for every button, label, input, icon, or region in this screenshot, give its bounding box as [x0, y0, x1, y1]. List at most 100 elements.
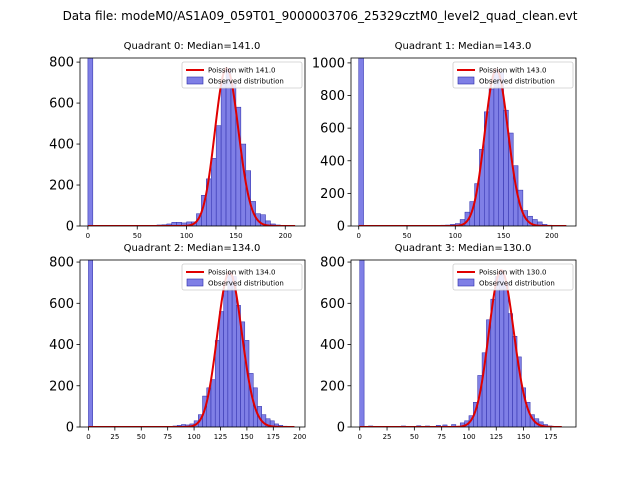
histogram-bar	[508, 313, 513, 427]
histogram-bar	[210, 379, 216, 427]
legend-bar-swatch	[457, 76, 475, 85]
x-tick-label: 125	[490, 433, 503, 441]
x-tick-label: 50	[403, 232, 412, 240]
legend-label-observed: Observed distribution	[208, 280, 284, 288]
quadrant-0-axes-frame	[79, 57, 306, 227]
x-tick-label: 100	[180, 232, 193, 240]
y-tick-label: 0	[337, 421, 345, 436]
x-tick-label: 200	[293, 433, 306, 441]
histogram-bar	[537, 221, 543, 226]
y-tick-label: 600	[49, 97, 74, 112]
x-tick-label: 0	[86, 433, 90, 441]
x-tick-label: 75	[163, 433, 172, 441]
y-tick-label: 0	[337, 220, 345, 235]
figure-title: Data file: modeM0/AS1A09_059T01_90000037…	[63, 9, 578, 23]
legend-label-observed: Observed distribution	[479, 280, 555, 288]
y-tick-label: 200	[320, 379, 345, 394]
quadrant-0-title: Quadrant 0: Median=141.0	[124, 41, 261, 52]
histogram-bar	[88, 260, 93, 427]
quadrant-2-axes-frame	[79, 259, 306, 428]
x-tick-label: 50	[133, 232, 142, 240]
legend-box	[181, 263, 303, 291]
y-tick-label: 600	[320, 122, 345, 137]
x-tick-label: 75	[437, 433, 446, 441]
histogram-bar	[219, 311, 224, 427]
quadrant-3-title: Quadrant 3: Median=130.0	[395, 243, 532, 254]
y-tick-label: 200	[49, 179, 74, 194]
quadrant-2-title: Quadrant 2: Median=134.0	[124, 243, 261, 254]
histogram-bar	[231, 276, 237, 427]
histogram-bar	[451, 424, 457, 427]
y-tick-label: 200	[49, 379, 74, 394]
quadrant-1-plot-area	[358, 58, 567, 226]
histogram-bar	[215, 125, 222, 226]
x-tick-label: 175	[267, 433, 280, 441]
y-tick-label: 0	[66, 220, 74, 235]
legend-box	[452, 61, 574, 89]
x-tick-label: 150	[497, 232, 510, 240]
poisson-fit-line	[87, 67, 296, 226]
x-tick-label: 0	[356, 232, 360, 240]
y-tick-label: 600	[320, 297, 345, 312]
y-tick-label: 200	[320, 187, 345, 202]
y-tick-label: 400	[320, 338, 345, 353]
y-tick-label: 400	[49, 338, 74, 353]
x-tick-label: 175	[544, 433, 557, 441]
x-tick-label: 100	[449, 232, 462, 240]
quadrant-3-legend: Poission with 130.0 Observed distribution	[452, 263, 574, 291]
x-tick-label: 200	[279, 232, 292, 240]
histogram-bar	[493, 69, 499, 226]
y-tick-label: 800	[49, 256, 74, 271]
y-tick-label: 800	[320, 256, 345, 271]
y-tick-label: 600	[49, 297, 74, 312]
quadrant-3-plot-area	[359, 260, 562, 427]
quadrant-2-panel: Quadrant 2: Median=134.0 0 200 400 600 800 0 2…	[49, 243, 306, 441]
poisson-fit-line	[359, 269, 562, 427]
x-tick-label: 50	[410, 433, 419, 441]
histogram-bar	[220, 82, 227, 226]
quadrant-0-legend: Poission with 141.0 Observed distribution	[181, 61, 303, 89]
quadrant-3-axes-frame	[350, 259, 577, 428]
histogram-bar	[223, 290, 229, 427]
histogram-bar	[214, 340, 220, 427]
quadrant-1-panel: Quadrant 1: Median=143.0 0 200 400 600 800 10…	[312, 41, 577, 240]
histogram-bar	[225, 67, 232, 226]
x-tick-label: 0	[86, 232, 90, 240]
legend-box	[181, 61, 303, 89]
x-tick-label: 0	[358, 433, 362, 441]
quadrant-3-panel: Quadrant 3: Median=130.0 0 200 400 600 800 0 2…	[320, 243, 577, 441]
y-tick-label: 1000	[312, 56, 345, 71]
x-tick-label: 125	[214, 433, 227, 441]
legend-label-observed: Observed distribution	[208, 78, 284, 86]
histogram-bar	[488, 88, 495, 226]
legend-bar-swatch	[186, 278, 204, 287]
x-tick-label: 150	[517, 433, 530, 441]
legend-bar-swatch	[457, 278, 475, 287]
legend-label-poisson: Poission with 130.0	[479, 269, 547, 277]
histogram-bar	[503, 282, 509, 427]
y-tick-label: 800	[320, 89, 345, 104]
quadrant-1-title: Quadrant 1: Median=143.0	[395, 41, 532, 52]
poisson-fit-line	[358, 68, 567, 226]
histogram-bar	[358, 58, 364, 226]
x-tick-label: 25	[110, 433, 119, 441]
quadrant-1-axes-frame	[350, 57, 577, 227]
histogram-bar	[227, 272, 233, 427]
histogram-bar	[359, 260, 365, 427]
y-tick-label: 0	[66, 421, 74, 436]
quadrant-2-legend: Poission with 134.0 Observed distribution	[181, 263, 303, 291]
legend-label-poisson: Poission with 134.0	[208, 269, 276, 277]
x-tick-label: 100	[187, 433, 200, 441]
histogram-bar	[87, 58, 94, 226]
poisson-fit-line	[88, 271, 295, 427]
quadrant-2-plot-area	[88, 260, 295, 427]
y-tick-label: 800	[49, 56, 74, 71]
legend-bar-swatch	[186, 76, 204, 85]
quadrant-0-panel: Quadrant 0: Median=141.0 0 200 400 600 800 0 5…	[49, 41, 306, 240]
x-tick-label: 150	[229, 232, 242, 240]
x-tick-label: 200	[545, 232, 558, 240]
histogram-bar	[265, 220, 271, 226]
legend-label-poisson: Poission with 141.0	[208, 67, 276, 75]
legend-box	[452, 263, 574, 291]
histogram-bar	[499, 270, 505, 427]
